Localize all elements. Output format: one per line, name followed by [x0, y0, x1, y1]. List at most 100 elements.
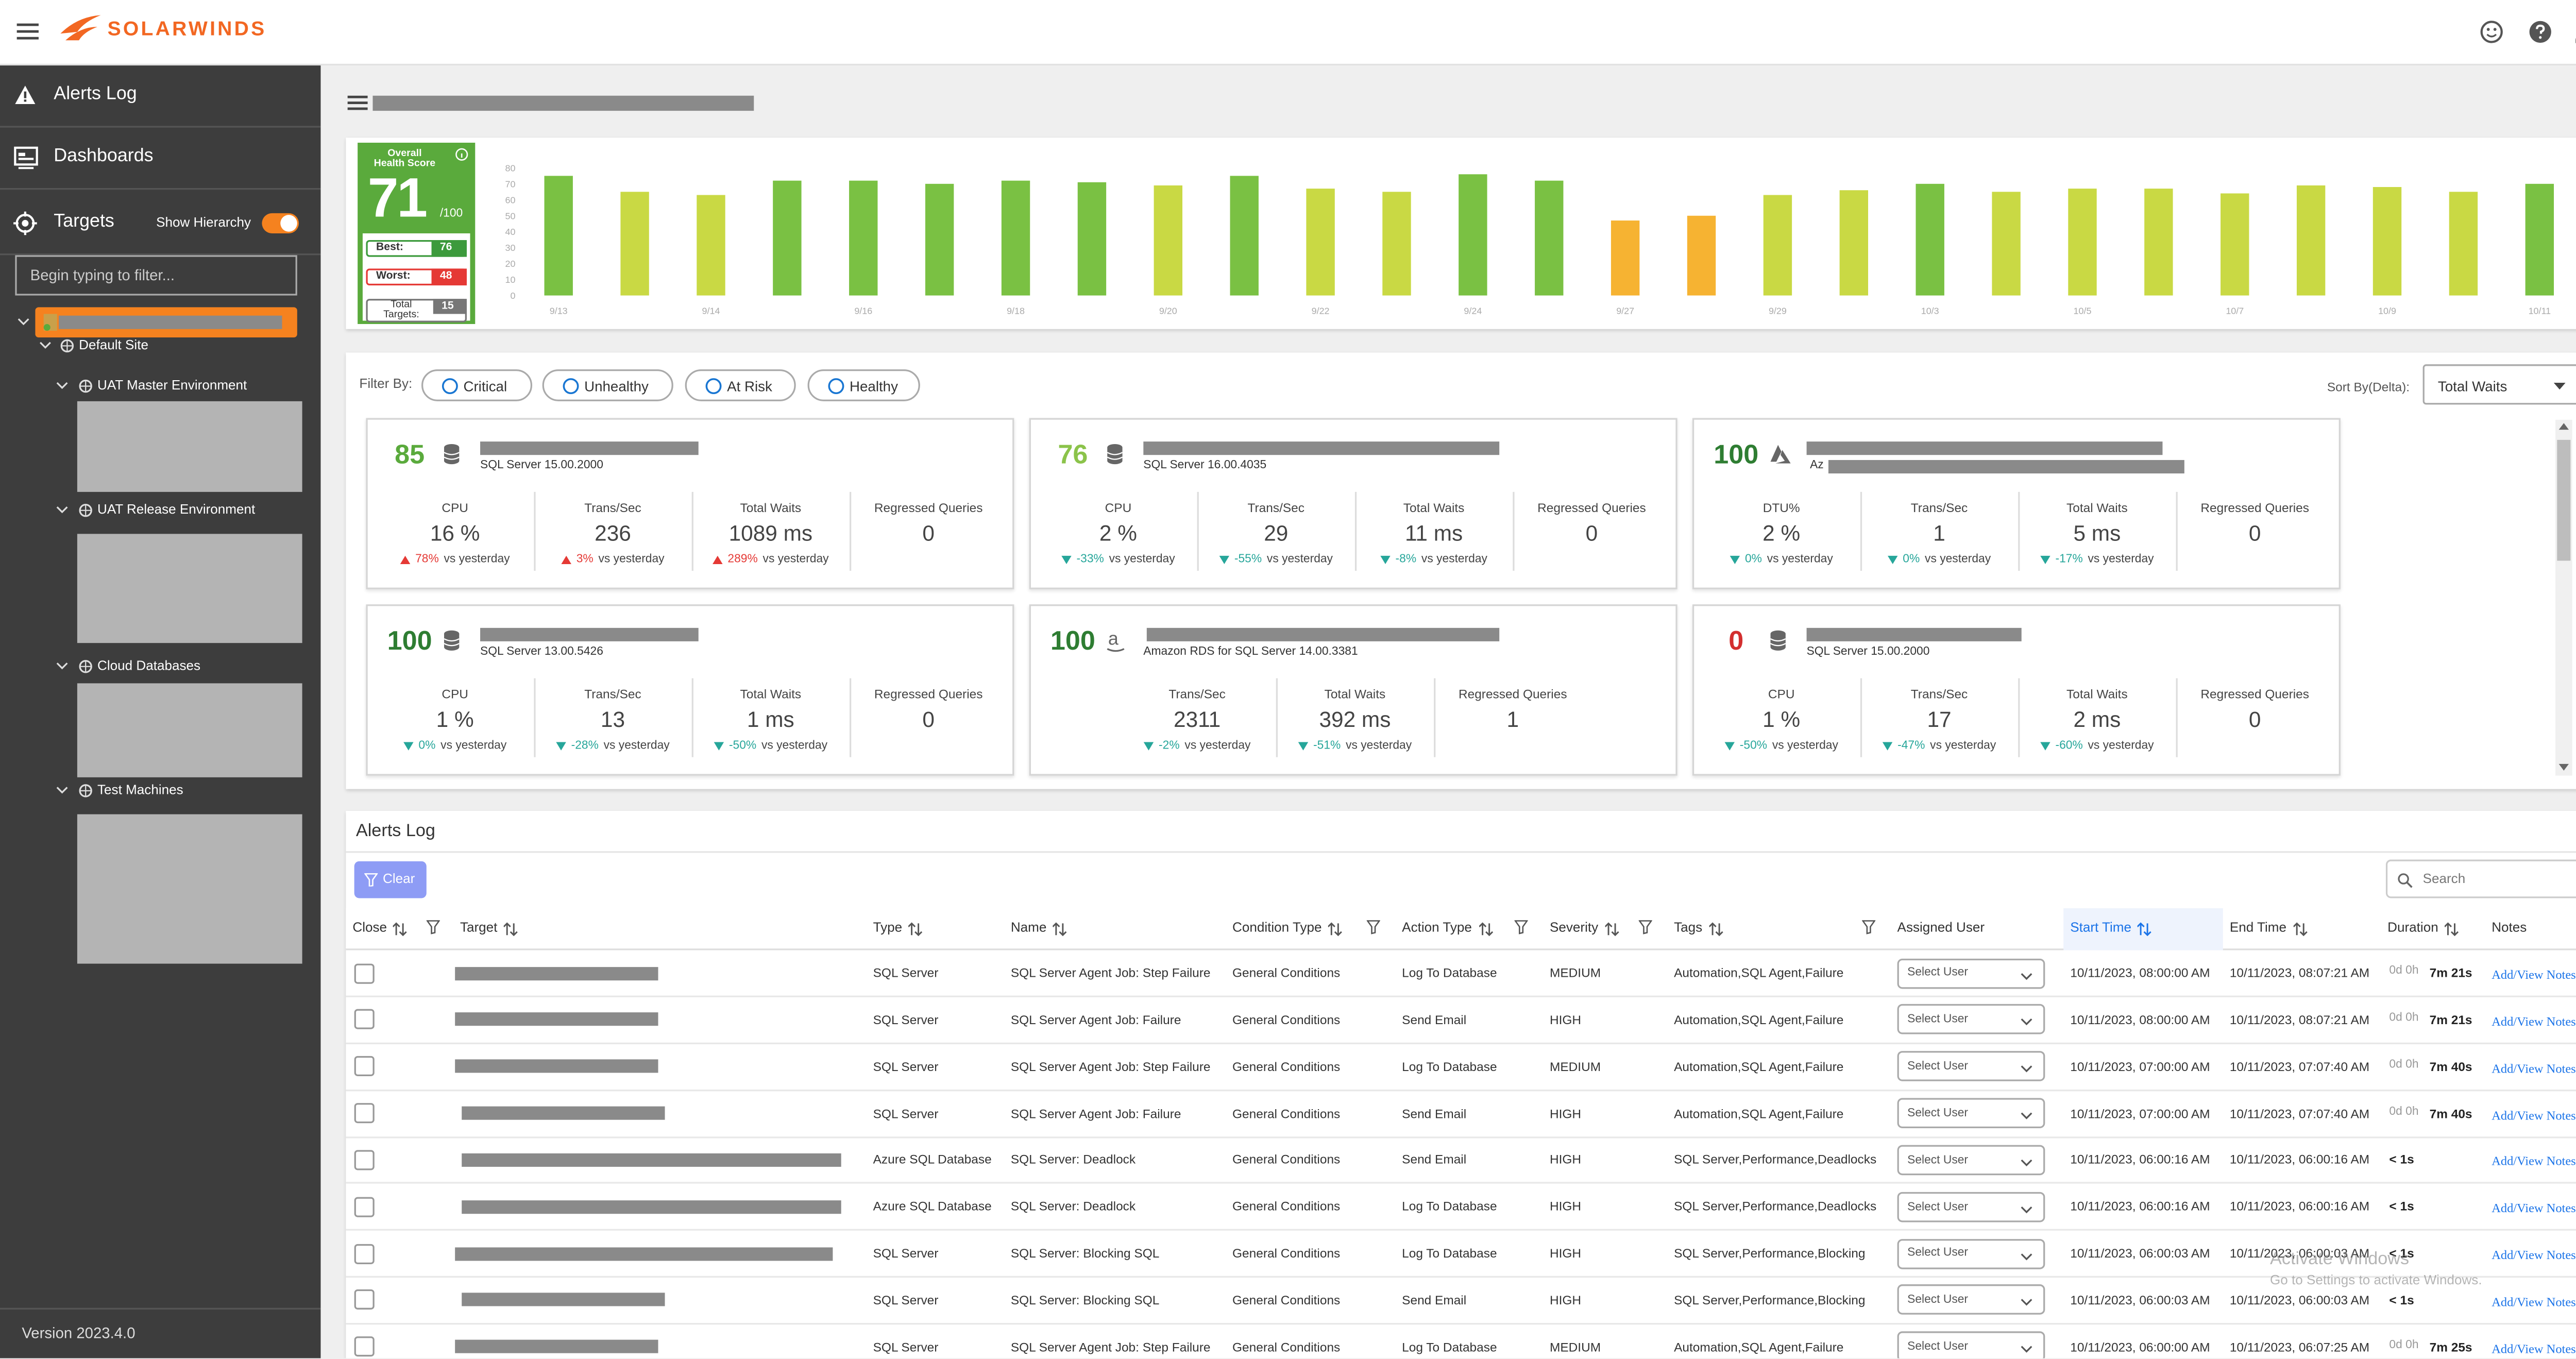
notes-link[interactable]: Add/View Notes — [2492, 1154, 2576, 1169]
tree-item[interactable]: UAT Release Environment — [97, 502, 256, 518]
column-header[interactable]: Close — [352, 920, 387, 936]
target-card[interactable]: 0 SQL Server 15.00.2000 CPU 1 % -50% vs yeste… — [1692, 604, 2341, 776]
sort-icon[interactable] — [908, 922, 923, 937]
filter-option[interactable]: Unhealthy — [542, 369, 673, 401]
target-card[interactable]: 76 SQL Server 16.00.4035 CPU 2 % -33% vs yest… — [1029, 418, 1677, 589]
notes-link[interactable]: Add/View Notes — [2492, 1341, 2576, 1356]
assign-user-select[interactable]: Select User — [1897, 1051, 2045, 1082]
column-header[interactable]: Name — [1010, 920, 1047, 936]
filter-option[interactable]: Critical — [421, 369, 533, 401]
filter-icon[interactable] — [1638, 920, 1652, 935]
sort-icon[interactable] — [2444, 922, 2460, 937]
sort-icon[interactable] — [1053, 922, 1067, 937]
close-checkbox[interactable] — [354, 962, 375, 983]
tree-item[interactable]: UAT Master Environment — [97, 378, 247, 394]
notes-link[interactable]: Add/View Notes — [2492, 1060, 2576, 1076]
target-subtitle: SQL Server 15.00.2000 — [480, 460, 603, 472]
tree-item[interactable]: Cloud Databases — [97, 658, 201, 674]
environment-thumbnail — [77, 534, 302, 643]
column-header[interactable]: Start Time — [2070, 920, 2132, 936]
column-header[interactable]: Action Type — [1402, 920, 1472, 936]
notes-link[interactable]: Add/View Notes — [2492, 967, 2576, 982]
sort-select[interactable]: Total Waits — [2422, 364, 2576, 405]
metric-divider — [2018, 491, 2020, 571]
target-card[interactable]: 100 Az DTU% 2 % 0% vs yesterday Trans/Sec 1 0% vs… — [1692, 418, 2341, 589]
column-header[interactable]: Tags — [1674, 920, 1703, 936]
help-button[interactable] — [2529, 20, 2552, 44]
close-checkbox[interactable] — [354, 1337, 375, 1357]
filter-icon[interactable] — [1366, 920, 1380, 935]
notes-link[interactable]: Add/View Notes — [2492, 1294, 2576, 1310]
assign-user-select[interactable]: Select User — [1897, 1145, 2045, 1175]
column-header[interactable]: Notes — [2492, 920, 2527, 936]
notes-link[interactable]: Add/View Notes — [2492, 1013, 2576, 1029]
feedback-button[interactable] — [2480, 20, 2503, 44]
notes-link[interactable]: Add/View Notes — [2492, 1247, 2576, 1263]
metric-value: 2311 — [1174, 707, 1221, 733]
sort-icon[interactable] — [1328, 922, 1343, 937]
assign-user-select[interactable]: Select User — [1897, 1192, 2045, 1222]
filter-option[interactable]: At Risk — [685, 369, 796, 401]
tree-toggle[interactable] — [56, 380, 69, 393]
sort-icon[interactable] — [1479, 922, 1494, 937]
tree-toggle[interactable] — [39, 339, 52, 352]
column-header[interactable]: Type — [873, 920, 903, 936]
y-tick-label: 0 — [511, 291, 516, 301]
notes-link[interactable]: Add/View Notes — [2492, 1107, 2576, 1123]
filter-input[interactable]: Begin typing to filter... — [15, 255, 297, 296]
tree-toggle[interactable] — [56, 660, 69, 673]
sort-icon[interactable] — [2137, 922, 2153, 937]
metric-delta: 289% vs yesterday — [713, 552, 829, 567]
sort-icon[interactable] — [2293, 922, 2309, 937]
filter-icon[interactable] — [426, 920, 440, 935]
assign-user-select[interactable]: Select User — [1897, 1238, 2045, 1269]
radio-icon — [705, 378, 722, 395]
search-input[interactable]: Search — [2385, 859, 2576, 898]
column-header[interactable]: Condition Type — [1232, 920, 1322, 936]
close-checkbox[interactable] — [354, 1196, 375, 1217]
cell-action: Log To Database — [1402, 1199, 1497, 1214]
assign-user-select[interactable]: Select User — [1897, 1098, 2045, 1129]
nav-item[interactable]: Alerts Log — [54, 84, 137, 105]
filter-option[interactable]: Healthy — [807, 369, 920, 401]
close-checkbox[interactable] — [354, 1009, 375, 1030]
filter-icon[interactable] — [1514, 920, 1528, 935]
sort-icon[interactable] — [503, 922, 519, 937]
tree-item[interactable]: Test Machines — [97, 783, 183, 798]
nav-item[interactable]: Dashboards — [54, 146, 154, 167]
column-header[interactable]: Target — [460, 920, 498, 936]
tree-toggle[interactable] — [56, 504, 69, 517]
metric-divider — [2018, 678, 2020, 757]
nav-item[interactable]: Targets — [54, 212, 114, 233]
tree-toggle[interactable] — [56, 784, 69, 797]
close-checkbox[interactable] — [354, 1149, 375, 1170]
assign-user-select[interactable]: Select User — [1897, 1332, 2045, 1358]
y-tick-label: 60 — [505, 195, 516, 205]
bar — [2221, 193, 2249, 296]
close-checkbox[interactable] — [354, 1056, 375, 1077]
column-header[interactable]: Duration — [2387, 920, 2438, 936]
assign-user-select[interactable]: Select User — [1897, 1285, 2045, 1316]
target-card[interactable]: 100 a Amazon RDS for SQL Server 14.00.3381… — [1029, 604, 1677, 776]
sort-icon[interactable] — [1605, 922, 1620, 937]
sort-icon[interactable] — [1709, 922, 1724, 937]
column-header[interactable]: Severity — [1549, 920, 1599, 936]
filter-icon[interactable] — [1862, 920, 1876, 935]
sort-icon[interactable] — [393, 922, 408, 937]
assign-user-select[interactable]: Select User — [1897, 958, 2045, 988]
cell-name: SQL Server Agent Job: Step Failure — [1010, 1339, 1211, 1355]
target-card[interactable]: 85 SQL Server 15.00.2000 CPU 16 % 78% vs yest… — [366, 418, 1014, 589]
assign-user-select[interactable]: Select User — [1897, 1004, 2045, 1035]
tree-item[interactable]: Default Site — [79, 337, 148, 353]
close-checkbox[interactable] — [354, 1103, 375, 1124]
column-header[interactable]: End Time — [2229, 920, 2286, 936]
column-header[interactable]: Assigned User — [1897, 920, 1985, 936]
close-checkbox[interactable] — [354, 1243, 375, 1264]
notes-link[interactable]: Add/View Notes — [2492, 1200, 2576, 1216]
clear-button[interactable]: Clear — [354, 861, 427, 898]
menu-button[interactable] — [16, 22, 41, 42]
cell-severity: HIGH — [1549, 1152, 1582, 1168]
target-card[interactable]: 100 SQL Server 13.00.5426 CPU 1 % 0% vs yeste… — [366, 604, 1014, 776]
close-checkbox[interactable] — [354, 1290, 375, 1311]
metric-delta: -28% vs yesterday — [556, 739, 670, 754]
